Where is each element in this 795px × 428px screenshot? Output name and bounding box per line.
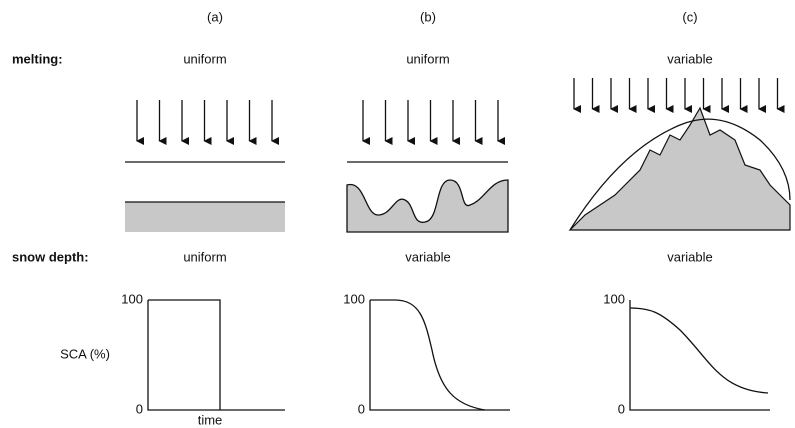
panel-label: (c): [682, 9, 697, 24]
panel-label: (b): [420, 9, 436, 24]
tick-label: 100: [603, 291, 625, 306]
tick-label: 100: [343, 291, 365, 306]
melting-label: variable: [667, 51, 713, 66]
row-label: snow depth:: [12, 249, 89, 264]
snow-surface: [569, 118, 791, 231]
tick-label: 100: [121, 291, 143, 306]
tick-label: 0: [618, 401, 625, 416]
melting-label: uniform: [406, 51, 449, 66]
snow-depth-label: variable: [405, 249, 451, 264]
ground: [346, 179, 509, 233]
sca-curve: [370, 299, 486, 411]
snow-depth-label: variable: [667, 249, 713, 264]
sca-curve: [629, 307, 769, 394]
tick-label: 0: [136, 401, 143, 416]
tick-label: 0: [358, 401, 365, 416]
y-axis-label: SCA (%): [60, 346, 110, 361]
row-label: melting:: [12, 51, 63, 66]
axes: [629, 300, 770, 411]
snow-depth-label: uniform: [183, 249, 226, 264]
ground: [125, 202, 285, 232]
sca-curve: [148, 299, 221, 410]
mountain: [568, 106, 791, 231]
melting-label: uniform: [183, 51, 226, 66]
panel-label: (a): [207, 9, 223, 24]
x-axis-label: time: [198, 412, 223, 427]
axes: [369, 300, 510, 411]
axes: [147, 300, 285, 411]
